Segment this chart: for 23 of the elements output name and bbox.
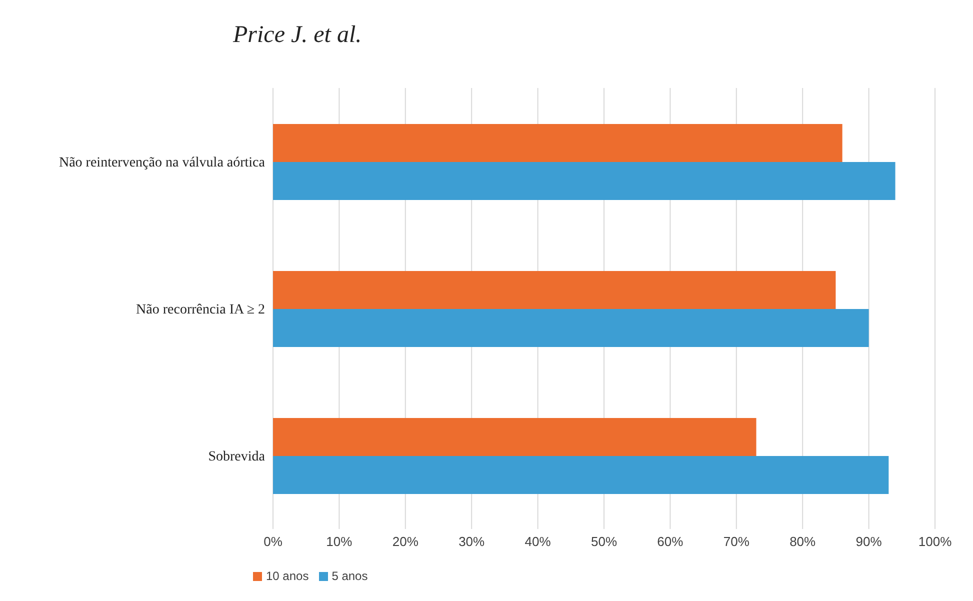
x-tick-label: 100% xyxy=(918,534,952,550)
bar xyxy=(273,456,889,494)
x-tick-label: 90% xyxy=(856,534,882,550)
x-tick-label: 40% xyxy=(524,534,552,550)
x-tick-label: 70% xyxy=(723,534,750,550)
x-tick-label: 10% xyxy=(326,534,353,550)
y-tick-label: Não reintervenção na válvula aórtica xyxy=(58,155,266,170)
chart-title: Price J. et al. xyxy=(233,22,362,49)
x-tick-label: 30% xyxy=(458,534,486,550)
x-tick-label: 0% xyxy=(264,534,283,550)
x-tick-label: 50% xyxy=(590,534,618,550)
bar xyxy=(273,124,842,162)
bar xyxy=(273,162,896,200)
x-tick-label: 60% xyxy=(657,534,684,550)
x-tick-label: 20% xyxy=(392,534,419,550)
bar xyxy=(273,271,836,309)
y-tick-label: Sobrevida xyxy=(208,449,266,464)
bar xyxy=(273,418,756,456)
bar xyxy=(273,309,869,347)
legend-label: 5 anos xyxy=(332,569,368,583)
x-tick-label: 80% xyxy=(790,534,816,550)
legend-label: 10 anos xyxy=(266,569,309,583)
y-tick-label: Não recorrência IA ≥ 2 xyxy=(136,302,265,318)
